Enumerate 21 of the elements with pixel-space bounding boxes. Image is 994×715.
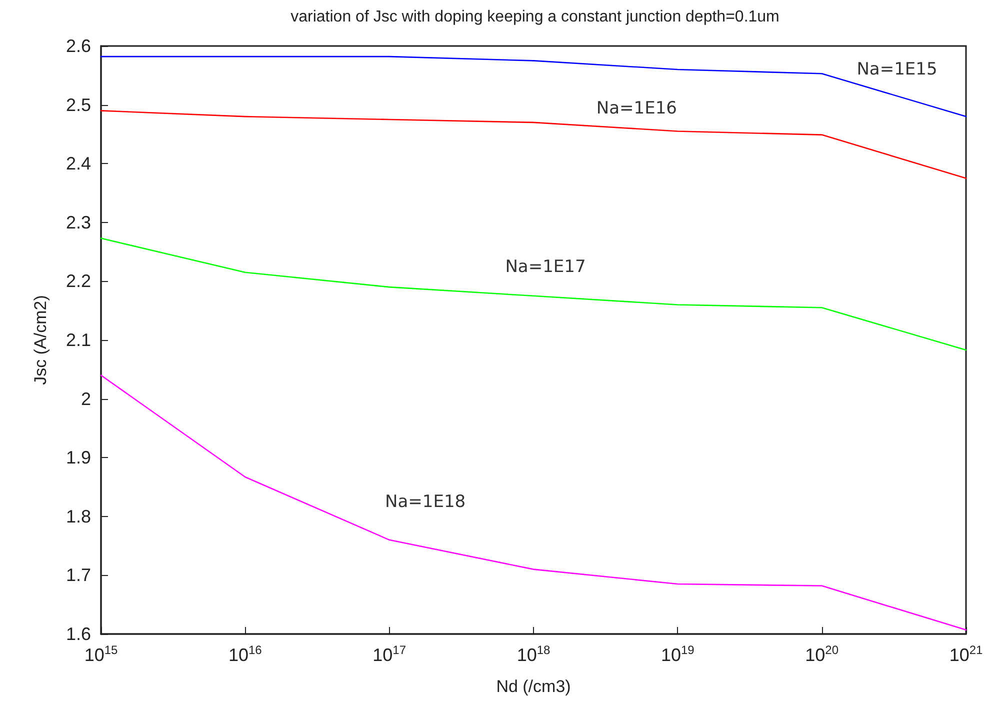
series-label: Na=1E17: [505, 256, 586, 277]
y-tick-label: 2.4: [66, 154, 91, 174]
y-tick-label: 1.6: [66, 624, 91, 644]
y-tick-label: 1.8: [66, 506, 91, 526]
y-tick-label: 2.3: [66, 212, 91, 232]
y-tick-label: 2.2: [66, 271, 91, 292]
line-series: [100, 56, 967, 118]
y-tick-label: 2.6: [66, 36, 91, 56]
chart-title: variation of Jsc with doping keeping a constant junction depth=0.1um: [290, 8, 780, 26]
y-tick-label: 2: [80, 388, 91, 409]
line-series: [100, 374, 967, 631]
series-label: Na=1E16: [596, 98, 677, 118]
y-tick-label: 2.1: [66, 330, 91, 350]
y-tick-label: 1.7: [66, 565, 91, 586]
series-label: Na=1E15: [856, 60, 938, 80]
y-tick-label: 2.5: [66, 94, 91, 115]
series-label: Na=1E18: [385, 492, 466, 512]
line-series: [100, 238, 967, 351]
x-axis-title: Nd (/cm3): [496, 677, 571, 696]
y-tick-label: 1.9: [66, 448, 91, 468]
y-axis-title: Jsc (A/cm2): [31, 295, 50, 385]
